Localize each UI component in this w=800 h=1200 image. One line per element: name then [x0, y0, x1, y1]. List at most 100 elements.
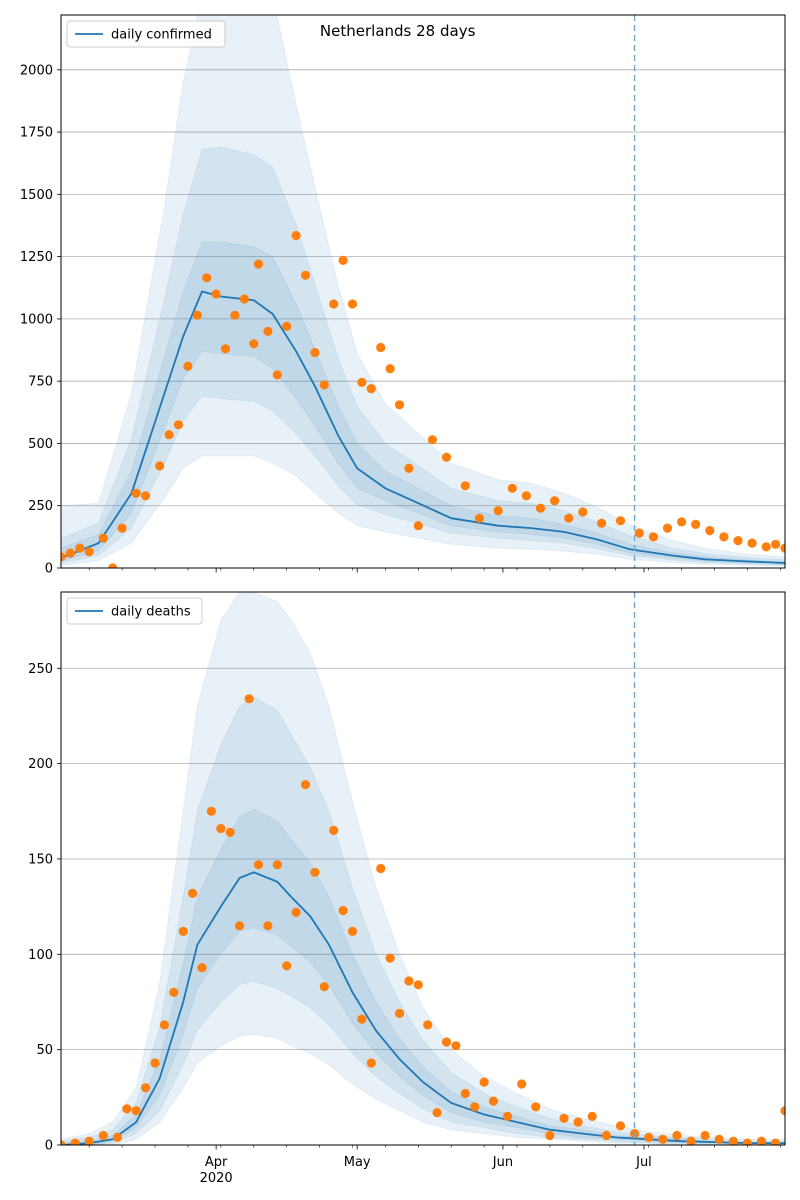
data-point — [272, 370, 282, 380]
chart-title: Netherlands 28 days — [320, 22, 476, 40]
data-point — [700, 1130, 710, 1141]
data-point — [385, 364, 395, 374]
data-point — [441, 452, 452, 462]
data-point — [507, 483, 517, 493]
data-point — [376, 863, 386, 874]
data-point — [141, 1083, 151, 1093]
data-point — [357, 377, 367, 387]
data-point — [84, 1136, 94, 1145]
legend-box — [66, 597, 203, 625]
data-point — [169, 987, 179, 998]
data-point — [559, 1113, 569, 1123]
data-point — [98, 1130, 108, 1141]
data-point — [634, 528, 644, 538]
uncertainty-band-95 — [61, 592, 785, 1145]
data-point — [206, 806, 216, 816]
y-tick-label: 1250 — [20, 250, 53, 265]
data-point — [423, 1020, 433, 1030]
data-point — [451, 1041, 461, 1051]
data-point — [677, 517, 687, 527]
data-point — [253, 259, 264, 269]
confirmed-chart-panel: 0 250 500 750 1000 1250 1500 1750 2000 Netherland… — [20, 14, 786, 577]
data-point — [672, 1130, 682, 1141]
data-point — [521, 491, 532, 501]
data-point — [164, 430, 174, 440]
data-point — [141, 491, 151, 501]
y-tick-label: 0 — [45, 562, 53, 577]
data-point — [376, 342, 386, 353]
data-point — [493, 506, 503, 516]
data-point — [479, 1077, 489, 1087]
data-point — [545, 1130, 555, 1141]
data-point — [178, 926, 188, 937]
data-point — [728, 1136, 738, 1145]
data-point — [216, 823, 226, 834]
data-point — [427, 435, 437, 445]
legend-label: daily confirmed — [111, 28, 212, 43]
data-point — [564, 513, 574, 523]
uncertainty-band-80 — [61, 146, 785, 566]
x-tick-sublabel: 2020 — [200, 1171, 233, 1186]
data-point — [578, 507, 588, 517]
data-point — [329, 825, 339, 836]
data-point — [597, 518, 607, 528]
data-point — [263, 326, 273, 336]
y-tick-label: 2000 — [20, 63, 53, 78]
data-point — [780, 1106, 785, 1116]
data-point — [131, 1106, 141, 1116]
data-point — [155, 461, 165, 471]
data-point — [84, 547, 94, 557]
data-point — [61, 1140, 66, 1145]
data-point — [319, 982, 329, 992]
data-point — [291, 907, 301, 918]
y-tick-label: 200 — [28, 757, 53, 772]
data-point — [470, 1102, 480, 1112]
uncertainty-band-50 — [61, 808, 785, 1145]
x-tick-label: Apr — [205, 1155, 228, 1170]
data-point — [587, 1111, 597, 1121]
data-point — [714, 1134, 724, 1144]
data-point — [61, 552, 66, 562]
data-point — [644, 1132, 654, 1142]
data-point — [503, 1111, 513, 1121]
data-point — [338, 255, 348, 265]
data-point — [239, 294, 249, 304]
y-tick-label: 100 — [28, 948, 53, 963]
data-point — [404, 976, 414, 986]
data-point — [192, 310, 202, 320]
data-point — [188, 888, 198, 898]
data-point — [413, 980, 423, 990]
data-point — [615, 516, 626, 526]
data-point — [517, 1079, 527, 1089]
data-point — [211, 289, 221, 299]
data-point — [394, 400, 405, 410]
data-point — [150, 1058, 160, 1068]
data-point — [70, 1138, 80, 1145]
data-point — [747, 538, 757, 548]
data-point — [460, 481, 470, 491]
data-point — [385, 953, 395, 963]
data-point — [347, 299, 358, 309]
data-point — [338, 905, 348, 916]
data-point — [244, 694, 254, 704]
data-point — [300, 780, 311, 790]
data-point — [535, 503, 546, 513]
data-point — [282, 321, 292, 331]
data-point — [662, 523, 673, 533]
data-point — [319, 380, 329, 390]
x-tick-label: Jun — [492, 1155, 513, 1170]
data-point — [686, 1136, 696, 1145]
data-point — [761, 542, 771, 552]
data-point — [404, 463, 414, 473]
plot-area — [61, 15, 785, 568]
uncertainty-band-50 — [61, 241, 785, 565]
data-point — [310, 867, 320, 877]
data-point — [65, 548, 75, 558]
data-point — [183, 361, 193, 371]
data-point — [658, 1134, 668, 1144]
data-point — [573, 1117, 583, 1127]
data-point — [648, 532, 659, 542]
data-point — [432, 1108, 442, 1118]
median-line — [61, 871, 785, 1145]
